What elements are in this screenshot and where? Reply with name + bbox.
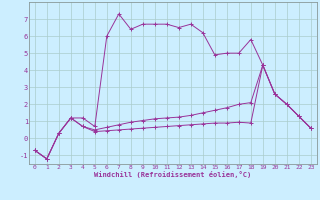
X-axis label: Windchill (Refroidissement éolien,°C): Windchill (Refroidissement éolien,°C) xyxy=(94,171,252,178)
